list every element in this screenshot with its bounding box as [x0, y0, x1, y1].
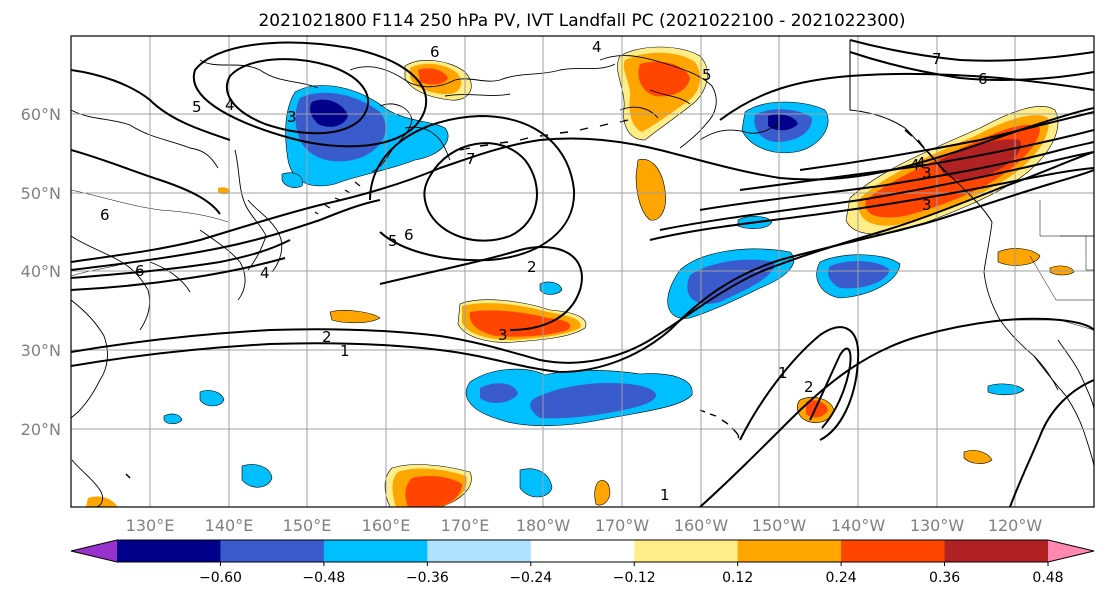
- map-area: 6 4 5 4 3 7 7 6 5 4 6 5 4 6 2 3 2 1 3 1 …: [71, 36, 1094, 507]
- contour-label: 7: [466, 150, 476, 168]
- colorbar-tick-label: 0.12: [722, 570, 753, 586]
- lon-label: 150°E: [283, 516, 332, 535]
- colorbar-extend-min: [71, 540, 117, 562]
- contour-label: 6: [978, 70, 988, 88]
- latitude-labels: 60°N 50°N 40°N 30°N 20°N: [21, 105, 61, 439]
- contour-label: 7: [932, 50, 942, 68]
- contour-label: 2: [804, 378, 814, 396]
- contour-label: 6: [404, 226, 414, 244]
- lat-label: 30°N: [21, 341, 61, 360]
- coastlines: [71, 40, 1094, 507]
- lon-label: 130°E: [126, 516, 175, 535]
- colorbar-tick-label: 0.48: [1032, 570, 1063, 586]
- contour-label: 3: [922, 196, 932, 214]
- colorbar-tick-label: 0.24: [826, 570, 857, 586]
- contour-label: 5: [192, 98, 202, 116]
- contour-label: 3: [498, 326, 508, 344]
- chart-title: 2021021800 F114 250 hPa PV, IVT Landfall…: [258, 11, 905, 31]
- lon-label: 140°W: [831, 516, 886, 535]
- lon-label: 150°W: [752, 516, 807, 535]
- colorbar-segment: [944, 540, 1049, 562]
- colorbar-segment: [220, 540, 325, 562]
- contour-label: 6: [135, 262, 145, 280]
- contour-label: 6: [100, 206, 110, 224]
- pv-positive-anomalies: [86, 46, 1075, 507]
- contour-label: 3: [287, 108, 297, 126]
- map-frame: [70, 35, 1095, 508]
- lon-label: 160°W: [674, 516, 729, 535]
- colorbar-tick-label: −0.12: [613, 570, 656, 586]
- colorbar-segment: [117, 540, 221, 562]
- colorbar-outline: [70, 539, 1095, 563]
- contour-label: 3: [922, 164, 932, 182]
- contour-label: 2: [527, 258, 537, 276]
- colorbar-segment: [634, 540, 739, 562]
- lon-label: 130°W: [910, 516, 965, 535]
- lon-label: 140°E: [205, 516, 254, 535]
- colorbar-segment: [841, 540, 946, 562]
- colorbar-segment: [737, 540, 842, 562]
- contour-label: 5: [702, 66, 712, 84]
- colorbar-segment: [323, 540, 428, 562]
- colorbar-tick-label: −0.24: [509, 570, 552, 586]
- longitude-labels: 130°E 140°E 150°E 160°E 170°E 180°W 170°…: [126, 516, 1043, 535]
- contour-label: 4: [916, 154, 926, 172]
- colorbar: −0.60 −0.48 −0.36 −0.24 −0.12 0.12 0.24 0.36 0.4…: [70, 539, 1095, 586]
- colorbar-extend-max: [1048, 540, 1094, 562]
- lat-label: 50°N: [21, 184, 61, 203]
- colorbar-tick-label: −0.60: [199, 570, 242, 586]
- colorbar-tick-label: 0.36: [929, 570, 960, 586]
- contour-label: 4: [910, 156, 920, 174]
- colorbar-segment: [530, 540, 635, 562]
- colorbar-tick-label: −0.48: [302, 570, 345, 586]
- contour-label: 1: [340, 342, 350, 360]
- colorbar-segment: [427, 540, 532, 562]
- contour-label: 5: [388, 232, 398, 250]
- contour-label: 1: [778, 364, 788, 382]
- lat-label: 20°N: [21, 420, 61, 439]
- lon-label: 160°E: [362, 516, 411, 535]
- lon-label: 180°W: [516, 516, 571, 535]
- lat-label: 60°N: [21, 105, 61, 124]
- contour-label: 4: [592, 38, 602, 56]
- contour-label: 2: [322, 328, 332, 346]
- contour-label: 4: [260, 264, 270, 282]
- lon-label: 120°W: [988, 516, 1043, 535]
- lon-label: 170°E: [441, 516, 490, 535]
- ivt-contours: [71, 39, 1094, 507]
- contour-label: 6: [430, 43, 440, 61]
- colorbar-tick-label: −0.36: [406, 570, 449, 586]
- lat-label: 40°N: [21, 262, 61, 281]
- contour-label: 4: [225, 96, 235, 114]
- contour-label: 1: [660, 486, 670, 504]
- lon-label: 170°W: [595, 516, 650, 535]
- contour-labels: 6 4 5 4 3 7 7 6 5 4 6 5 4 6 2 3 2 1 3 1 …: [100, 38, 988, 504]
